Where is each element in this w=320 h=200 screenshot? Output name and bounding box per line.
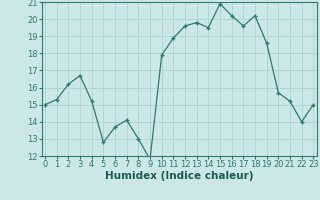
X-axis label: Humidex (Indice chaleur): Humidex (Indice chaleur) xyxy=(105,171,253,181)
